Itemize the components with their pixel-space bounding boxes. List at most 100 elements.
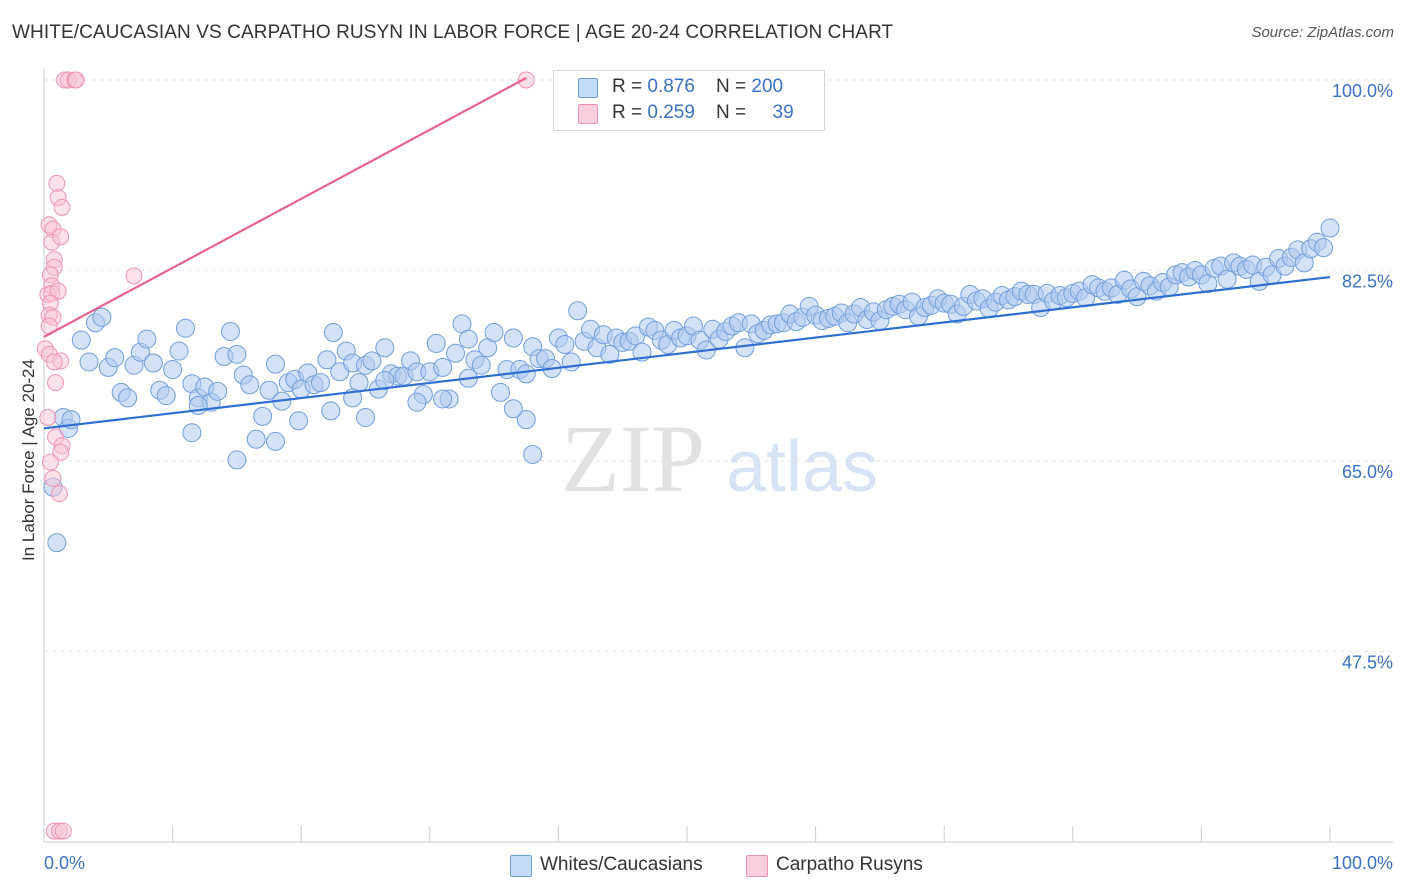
trend-line-whites <box>43 275 1331 430</box>
data-point-whites <box>321 401 341 421</box>
data-point-whites <box>265 354 285 374</box>
watermark-atlas: atlas <box>726 427 878 507</box>
watermark-zip: ZIP <box>561 405 705 512</box>
data-point-whites <box>523 444 543 464</box>
y-tick-label: 100.0% <box>1332 81 1393 101</box>
data-point-carpatho <box>44 469 62 487</box>
data-point-whites <box>426 333 446 353</box>
data-point-whites <box>375 370 395 390</box>
gridlines <box>44 79 1394 652</box>
n-label: N = <box>716 102 752 123</box>
data-point-carpatho <box>41 453 59 471</box>
data-point-whites <box>555 335 575 355</box>
data-point-whites <box>568 301 588 321</box>
data-point-whites <box>105 348 125 368</box>
data-point-whites <box>137 329 157 349</box>
x-tick-label: 100.0% <box>1332 853 1393 873</box>
data-point-whites <box>259 380 279 400</box>
data-point-whites <box>118 388 138 408</box>
source-label: Source: ZipAtlas.com <box>1251 24 1394 41</box>
whites-swatch <box>578 78 598 98</box>
data-point-carpatho <box>54 822 72 840</box>
y-tick-label: 82.5% <box>1342 272 1393 292</box>
n-label: N = <box>716 76 752 97</box>
data-point-whites <box>375 338 395 358</box>
legend-label: Carpatho Rusyns <box>776 854 923 875</box>
r-value: 0.259 <box>647 102 695 123</box>
chart-title: WHITE/CAUCASIAN VS CARPATHO RUSYN IN LAB… <box>12 22 894 43</box>
data-point-whites <box>169 341 189 361</box>
data-point-whites <box>317 350 337 370</box>
trend-lines <box>43 77 1331 430</box>
data-point-whites <box>289 411 309 431</box>
series-carpatho-points <box>36 71 535 840</box>
data-point-carpatho <box>52 228 70 246</box>
data-point-whites <box>227 450 247 470</box>
data-point-whites <box>735 338 755 358</box>
data-point-whites <box>265 431 285 451</box>
data-point-whites <box>407 392 427 412</box>
data-point-whites <box>491 382 511 402</box>
data-point-carpatho <box>49 282 67 300</box>
data-point-whites <box>79 352 99 372</box>
y-tick-label: 65.0% <box>1342 462 1393 482</box>
r-label: R = <box>612 102 648 123</box>
data-point-whites <box>240 375 260 395</box>
whites-legend-swatch <box>510 855 532 877</box>
data-point-carpatho <box>67 71 85 89</box>
data-point-whites <box>362 351 382 371</box>
data-point-carpatho <box>517 71 535 89</box>
data-point-carpatho <box>53 198 71 216</box>
data-point-whites <box>310 373 330 393</box>
data-point-whites <box>156 386 176 406</box>
data-point-whites <box>471 355 491 375</box>
data-point-whites <box>503 399 523 419</box>
n-value: 39 <box>772 102 794 123</box>
carpatho-swatch <box>578 104 598 124</box>
data-point-whites <box>220 321 240 341</box>
data-point-carpatho <box>39 408 57 426</box>
data-point-whites <box>1314 238 1334 258</box>
data-point-whites <box>433 357 453 377</box>
stats-legend: R = 0.876 N = 200 R = 0.259 N = 39 <box>553 70 825 131</box>
carpatho-legend-swatch <box>746 855 768 877</box>
data-point-carpatho <box>45 353 63 371</box>
data-point-whites <box>175 318 195 338</box>
data-point-carpatho <box>52 443 70 461</box>
tick-labels: 100.0% 82.5% 65.0% 47.5% 0.0% 100.0% <box>44 81 1393 873</box>
data-point-whites <box>246 429 266 449</box>
data-point-carpatho <box>125 267 143 285</box>
data-point-carpatho <box>47 374 65 392</box>
data-point-whites <box>208 381 228 401</box>
y-tick-label: 47.5% <box>1342 653 1393 673</box>
x-tick-label: 0.0% <box>44 853 85 873</box>
data-point-whites <box>458 329 478 349</box>
data-point-carpatho <box>50 485 68 503</box>
data-point-whites <box>516 364 536 384</box>
data-point-whites <box>516 410 536 430</box>
y-axis-label: In Labor Force | Age 20-24 <box>19 359 38 561</box>
axes <box>43 68 1394 843</box>
data-point-whites <box>253 406 273 426</box>
data-point-whites <box>92 307 112 327</box>
n-value: 200 <box>751 76 784 97</box>
data-point-whites <box>561 352 581 372</box>
data-point-whites <box>446 343 466 363</box>
legend-label: Whites/Caucasians <box>540 854 703 875</box>
data-point-whites <box>1320 218 1340 238</box>
data-point-whites <box>433 389 453 409</box>
data-point-whites <box>484 323 504 343</box>
r-label: R = <box>612 76 648 97</box>
data-point-whites <box>163 360 183 380</box>
data-point-whites <box>323 323 343 343</box>
data-point-whites <box>47 533 67 553</box>
data-point-whites <box>143 353 163 373</box>
data-point-whites <box>356 407 375 427</box>
data-point-whites <box>182 423 202 443</box>
data-point-whites <box>600 344 620 364</box>
data-point-carpatho <box>48 174 66 192</box>
watermark: ZIP atlas <box>561 405 878 512</box>
data-point-whites <box>71 330 91 350</box>
data-point-whites <box>503 328 523 348</box>
